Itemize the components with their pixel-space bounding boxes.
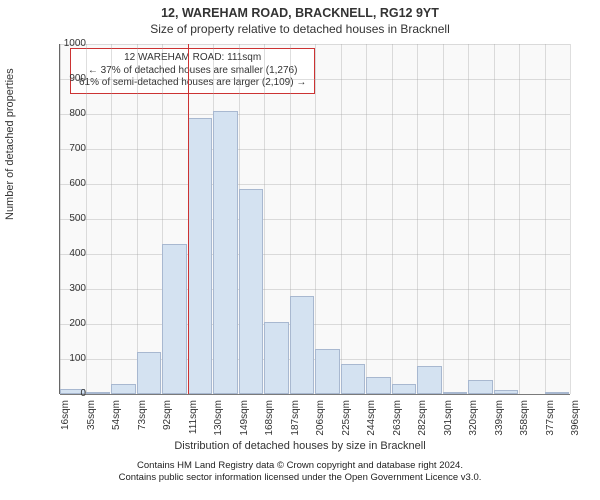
y-tick-label: 500 xyxy=(46,213,86,224)
gridline-v xyxy=(494,44,495,394)
annotation-box: 12 WAREHAM ROAD: 111sqm ← 37% of detache… xyxy=(70,48,315,94)
histogram-bar xyxy=(239,189,264,394)
histogram-bar xyxy=(392,384,417,395)
gridline-v xyxy=(137,44,138,394)
fineprint-line2: Contains public sector information licen… xyxy=(0,472,600,484)
x-tick-label: 130sqm xyxy=(213,400,224,450)
gridline-v xyxy=(366,44,367,394)
gridline-v xyxy=(545,44,546,394)
gridline-v xyxy=(570,44,571,394)
y-tick-label: 700 xyxy=(46,143,86,154)
x-tick-label: 187sqm xyxy=(290,400,301,450)
y-tick-label: 0 xyxy=(46,388,86,399)
title-main: 12, WAREHAM ROAD, BRACKNELL, RG12 9YT xyxy=(0,0,600,20)
gridline-h xyxy=(60,394,570,395)
histogram-bar xyxy=(111,384,136,395)
x-tick-label: 263sqm xyxy=(392,400,403,450)
y-axis-label: Number of detached properties xyxy=(4,68,16,220)
histogram-bar xyxy=(162,244,187,395)
x-tick-label: 225sqm xyxy=(341,400,352,450)
x-tick-label: 16sqm xyxy=(60,400,71,450)
x-tick-label: 301sqm xyxy=(443,400,454,450)
annotation-line1: 12 WAREHAM ROAD: 111sqm xyxy=(79,52,306,65)
plot-area: 12 WAREHAM ROAD: 111sqm ← 37% of detache… xyxy=(60,44,570,394)
histogram-bar xyxy=(366,377,391,395)
x-tick-label: 339sqm xyxy=(494,400,505,450)
fineprint-line1: Contains HM Land Registry data © Crown c… xyxy=(0,460,600,472)
x-tick-label: 377sqm xyxy=(545,400,556,450)
x-tick-label: 396sqm xyxy=(570,400,581,450)
histogram-bar xyxy=(188,118,213,395)
gridline-v xyxy=(519,44,520,394)
gridline-v xyxy=(341,44,342,394)
x-tick-label: 244sqm xyxy=(366,400,377,450)
y-tick-label: 600 xyxy=(46,178,86,189)
histogram-bar xyxy=(494,390,519,394)
y-tick-label: 200 xyxy=(46,318,86,329)
histogram-bar xyxy=(213,111,238,395)
y-tick-label: 800 xyxy=(46,108,86,119)
y-tick-label: 1000 xyxy=(46,38,86,49)
y-tick-label: 900 xyxy=(46,73,86,84)
histogram-bar xyxy=(443,392,468,394)
histogram-bar xyxy=(417,366,442,394)
y-tick-label: 100 xyxy=(46,353,86,364)
gridline-v xyxy=(417,44,418,394)
gridline-v xyxy=(111,44,112,394)
histogram-bar xyxy=(264,322,289,394)
histogram-bar xyxy=(315,349,340,395)
x-tick-label: 358sqm xyxy=(519,400,530,450)
histogram-bar xyxy=(468,380,493,394)
x-tick-label: 149sqm xyxy=(239,400,250,450)
histogram-bar xyxy=(545,392,570,394)
title-sub: Size of property relative to detached ho… xyxy=(0,22,600,36)
gridline-v xyxy=(443,44,444,394)
x-tick-label: 320sqm xyxy=(468,400,479,450)
x-tick-label: 73sqm xyxy=(137,400,148,450)
y-tick-label: 300 xyxy=(46,283,86,294)
histogram-bar xyxy=(86,392,111,394)
gridline-v xyxy=(392,44,393,394)
x-tick-label: 54sqm xyxy=(111,400,122,450)
x-tick-label: 168sqm xyxy=(264,400,275,450)
x-tick-label: 111sqm xyxy=(188,400,199,450)
gridline-v xyxy=(315,44,316,394)
histogram-bar xyxy=(341,364,366,394)
histogram-bar xyxy=(137,352,162,394)
fineprint: Contains HM Land Registry data © Crown c… xyxy=(0,460,600,484)
y-tick-label: 400 xyxy=(46,248,86,259)
chart-container: 12, WAREHAM ROAD, BRACKNELL, RG12 9YT Si… xyxy=(0,0,600,500)
histogram-bar xyxy=(290,296,315,394)
x-tick-label: 282sqm xyxy=(417,400,428,450)
x-tick-label: 206sqm xyxy=(315,400,326,450)
x-tick-label: 92sqm xyxy=(162,400,173,450)
gridline-v xyxy=(468,44,469,394)
x-tick-label: 35sqm xyxy=(86,400,97,450)
annotation-line2: ← 37% of detached houses are smaller (1,… xyxy=(79,65,306,78)
property-marker-line xyxy=(188,44,189,394)
